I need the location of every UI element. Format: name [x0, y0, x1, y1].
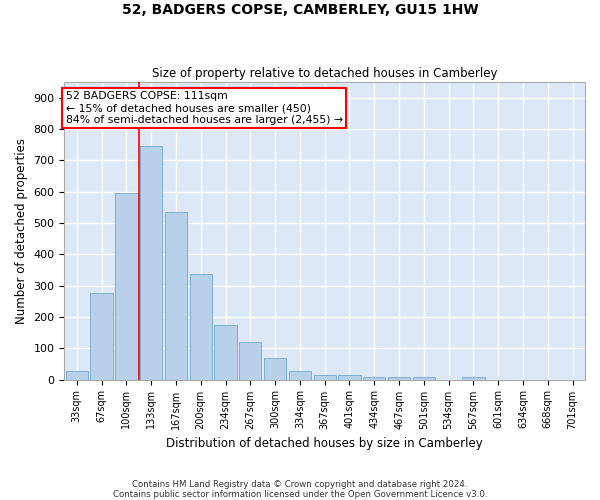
- Bar: [91, 294, 113, 380]
- Bar: [413, 378, 435, 380]
- Text: 52, BADGERS COPSE, CAMBERLEY, GU15 1HW: 52, BADGERS COPSE, CAMBERLEY, GU15 1HW: [122, 2, 478, 16]
- X-axis label: Distribution of detached houses by size in Camberley: Distribution of detached houses by size …: [166, 437, 483, 450]
- Bar: [388, 378, 410, 380]
- Bar: [214, 325, 236, 380]
- Bar: [115, 193, 137, 380]
- Bar: [165, 212, 187, 380]
- Bar: [239, 342, 262, 380]
- Bar: [289, 371, 311, 380]
- Bar: [338, 375, 361, 380]
- Text: 52 BADGERS COPSE: 111sqm
← 15% of detached houses are smaller (450)
84% of semi-: 52 BADGERS COPSE: 111sqm ← 15% of detach…: [65, 92, 343, 124]
- Title: Size of property relative to detached houses in Camberley: Size of property relative to detached ho…: [152, 66, 497, 80]
- Bar: [314, 375, 336, 380]
- Bar: [65, 371, 88, 380]
- Bar: [462, 377, 485, 380]
- Bar: [363, 377, 385, 380]
- Bar: [264, 358, 286, 380]
- Y-axis label: Number of detached properties: Number of detached properties: [15, 138, 28, 324]
- Text: Contains HM Land Registry data © Crown copyright and database right 2024.
Contai: Contains HM Land Registry data © Crown c…: [113, 480, 487, 499]
- Bar: [190, 274, 212, 380]
- Bar: [140, 146, 163, 380]
